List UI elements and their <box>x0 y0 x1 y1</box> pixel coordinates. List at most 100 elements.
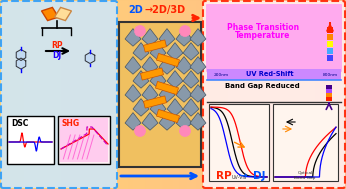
Bar <box>10 0 11 189</box>
Bar <box>33 0 34 189</box>
Bar <box>54 0 55 189</box>
Bar <box>333 0 334 189</box>
Bar <box>103 0 104 189</box>
Bar <box>213 0 214 189</box>
Bar <box>279 0 280 189</box>
Bar <box>183 0 184 189</box>
Bar <box>277 0 278 189</box>
Bar <box>66 0 67 189</box>
Bar <box>310 0 311 189</box>
Bar <box>7 116 54 164</box>
Bar <box>41 0 42 189</box>
Bar <box>154 0 155 189</box>
Bar <box>161 0 162 189</box>
Bar <box>52 0 53 189</box>
Bar <box>225 0 226 189</box>
Bar <box>80 0 81 189</box>
Bar <box>5 0 6 189</box>
Bar <box>274 0 275 189</box>
Polygon shape <box>150 43 166 60</box>
Bar <box>56 0 57 189</box>
Bar <box>28 0 29 189</box>
Circle shape <box>135 125 146 136</box>
Bar <box>57 0 58 189</box>
Bar <box>106 0 107 189</box>
Bar <box>109 0 110 189</box>
Bar <box>167 0 168 189</box>
Polygon shape <box>125 29 141 46</box>
Bar <box>153 0 154 189</box>
Text: 2D: 2D <box>129 5 143 15</box>
Bar <box>18 0 19 189</box>
Bar <box>208 0 209 189</box>
Bar <box>159 0 160 189</box>
Bar <box>258 0 259 189</box>
Bar <box>234 0 235 189</box>
Bar <box>171 0 172 189</box>
Bar <box>203 0 204 189</box>
Bar <box>326 0 327 189</box>
Bar <box>308 0 309 189</box>
Bar <box>344 0 345 189</box>
Bar <box>192 0 193 189</box>
Bar <box>318 0 319 189</box>
Bar <box>129 0 130 189</box>
Bar <box>115 0 116 189</box>
Bar <box>322 0 323 189</box>
Bar <box>212 0 213 189</box>
Polygon shape <box>142 29 158 46</box>
Bar <box>67 0 68 189</box>
Polygon shape <box>142 113 158 130</box>
Bar <box>204 0 205 189</box>
Bar <box>87 0 88 189</box>
Bar <box>326 89 332 93</box>
Bar <box>262 0 263 189</box>
Bar <box>136 0 137 189</box>
Bar <box>17 0 18 189</box>
Text: Band Gap Reduced: Band Gap Reduced <box>225 83 299 89</box>
Polygon shape <box>125 113 141 130</box>
Bar <box>295 0 296 189</box>
Bar <box>64 0 65 189</box>
Bar <box>238 0 239 189</box>
Bar <box>131 0 132 189</box>
Bar <box>128 0 129 189</box>
Bar <box>245 0 246 189</box>
Bar <box>98 0 99 189</box>
Bar <box>53 0 54 189</box>
Bar <box>332 0 333 189</box>
Bar <box>302 0 303 189</box>
Bar <box>315 0 316 189</box>
Bar <box>339 0 340 189</box>
Bar <box>236 0 237 189</box>
Bar <box>256 0 257 189</box>
Bar <box>148 0 149 189</box>
Bar <box>174 0 175 189</box>
Bar <box>337 0 338 189</box>
Bar <box>184 0 185 189</box>
Circle shape <box>180 26 191 36</box>
Bar <box>209 104 269 181</box>
Bar <box>226 0 227 189</box>
Bar <box>284 0 285 189</box>
Bar <box>119 0 120 189</box>
Bar <box>273 104 338 181</box>
Bar <box>100 0 101 189</box>
Polygon shape <box>190 29 206 46</box>
Bar <box>271 0 272 189</box>
Bar <box>144 0 145 189</box>
Polygon shape <box>183 43 199 60</box>
Bar <box>78 0 79 189</box>
Bar <box>164 0 165 189</box>
Bar <box>327 26 333 33</box>
Bar <box>137 0 138 189</box>
Text: SHG: SHG <box>62 119 80 128</box>
Bar <box>283 0 284 189</box>
Bar <box>314 0 315 189</box>
Bar <box>84 0 85 189</box>
Bar <box>102 0 103 189</box>
Text: 800nm: 800nm <box>323 73 338 77</box>
Polygon shape <box>155 81 179 94</box>
Bar <box>141 0 142 189</box>
Bar <box>173 0 174 189</box>
